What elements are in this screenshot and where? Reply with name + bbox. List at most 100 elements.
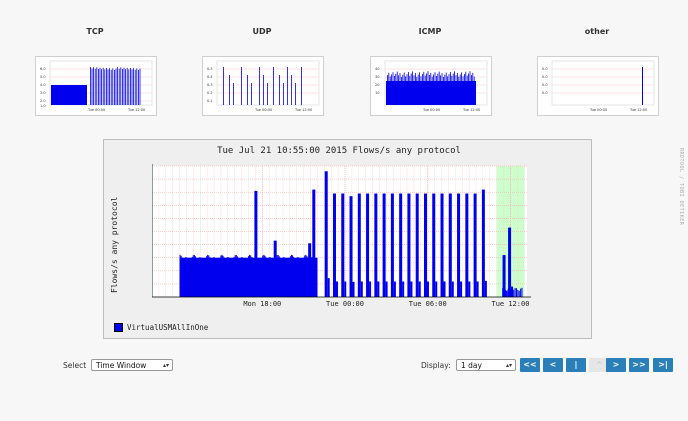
thumbnail-spike	[433, 74, 434, 105]
area-sample	[517, 289, 519, 297]
thumbnail-spike	[233, 83, 234, 105]
y-tick: 30	[375, 75, 379, 79]
area-sample	[509, 287, 511, 297]
area-sample	[185, 257, 187, 297]
nav-fast-forward-button[interactable]: >>	[629, 358, 649, 372]
thumbnail-spike	[96, 67, 98, 105]
thumbnail-spike	[444, 74, 446, 105]
area-sample	[188, 260, 190, 297]
thumbnail-spike	[391, 74, 392, 105]
data-spike-tail	[315, 280, 318, 297]
area-sample	[305, 254, 307, 297]
legend: VirtualUSMAllInOne	[114, 323, 208, 332]
area-sample	[282, 257, 284, 297]
thumbnail-spike	[112, 68, 114, 105]
area-sample	[214, 258, 216, 297]
y-tick: 0.2	[207, 91, 213, 95]
thumbnail-spike	[301, 67, 302, 105]
thumbnail-udp[interactable]: 0.5 0.4 0.3 0.2 0.1 Tue 00:00 Tue 12:00	[202, 56, 324, 116]
area-sample	[507, 288, 509, 297]
thumbnail-spike	[259, 67, 260, 105]
area-sample	[231, 260, 233, 297]
thumbnail-spike	[389, 76, 391, 105]
y-tick: 3.0	[40, 91, 46, 95]
y-tick: 0.3	[207, 83, 213, 87]
y-axis-label: Flows/s any protocol	[110, 196, 119, 294]
area-sample	[290, 254, 292, 297]
area-sample	[222, 255, 224, 297]
thumbnail-udp-chart: 0.5 0.4 0.3 0.2 0.1 Tue 00:00 Tue 12:00	[207, 60, 320, 112]
thumbnail-spike	[106, 68, 107, 105]
area-sample	[206, 256, 208, 297]
y-tick: 0.5	[207, 67, 213, 71]
data-spike	[366, 193, 370, 297]
display-range-select[interactable]: 1 day ▴▾	[456, 359, 516, 371]
y-tick: 10	[375, 91, 379, 95]
x-tick-label: Tue 06:00	[409, 300, 447, 308]
data-spike	[312, 189, 316, 297]
thumbnail-spike	[427, 71, 429, 105]
nav-zoom-out-button[interactable]: ^	[589, 358, 609, 372]
data-spike	[457, 193, 461, 297]
time-window-select[interactable]: Time Window ▴▾	[91, 359, 173, 371]
data-spike	[341, 193, 345, 297]
x-tick: Tue 12:00	[629, 108, 647, 112]
thumbnail-spike	[93, 67, 94, 105]
area-sample	[250, 255, 252, 297]
nav-now-button[interactable]: |	[566, 358, 586, 372]
main-graph[interactable]: Tue Jul 21 10:55:00 2015 Flows/s any pro…	[103, 139, 684, 339]
area-sample	[196, 257, 198, 297]
thumbnail-spike	[104, 69, 106, 105]
area-sample	[225, 257, 227, 297]
data-spike	[508, 227, 512, 297]
area-sample	[202, 260, 204, 297]
nav-prev-button[interactable]: <	[543, 358, 563, 372]
thumbnail-spike	[394, 76, 395, 105]
thumbnail-spike	[464, 74, 465, 105]
area-sample	[284, 257, 286, 297]
thumbnail-spike	[403, 72, 405, 105]
area-sample	[180, 255, 182, 297]
thumbnail-spike	[229, 75, 230, 105]
thumbnail-spike	[396, 71, 398, 105]
area-sample	[199, 257, 201, 297]
area-sample	[272, 260, 274, 297]
protocol-label-other: other	[584, 27, 610, 36]
area-sample	[218, 259, 220, 297]
thumbnail-spike	[295, 83, 296, 105]
area-sample	[270, 257, 272, 297]
area-sample	[193, 255, 195, 297]
data-spike	[390, 193, 394, 297]
main-graph-title: Tue Jul 21 10:55:00 2015 Flows/s any pro…	[217, 146, 461, 156]
thumbnail-spike	[94, 68, 96, 105]
area-sample	[266, 258, 268, 297]
data-spike-tail	[426, 281, 429, 297]
area-sample	[246, 258, 248, 297]
thumbnail-spike	[436, 76, 437, 105]
thumbnail-spike	[223, 67, 224, 105]
thumbnail-other[interactable]: 0.0 0.0 0.0 0.0 Tue 00:00 Tue 12:00	[537, 56, 659, 116]
area-sample	[249, 254, 251, 297]
data-spike	[415, 193, 419, 297]
y-tick: 0.0	[542, 75, 548, 79]
nav-last-button[interactable]: >|	[653, 358, 673, 372]
chevron-updown-icon: ▴▾	[162, 362, 169, 369]
nav-first-button[interactable]: <<	[520, 358, 540, 372]
data-spike	[374, 193, 378, 297]
data-spike	[481, 189, 485, 297]
thumbnail-tcp[interactable]: 6.0 5.0 4.0 3.0 2.0 1.0 Tue 00:00 Tue 12…	[35, 56, 157, 116]
y-tick: 40	[375, 67, 379, 71]
nav-next-button[interactable]: >	[606, 358, 626, 372]
thumbnail-icmp[interactable]: 40 30 20 10 Tue 00:00 Tue 12:00	[370, 56, 492, 116]
area-sample	[245, 260, 247, 297]
area-sample	[265, 257, 267, 297]
data-spike-tail	[443, 281, 446, 297]
thumbnail-spike	[139, 68, 141, 105]
area-sample	[227, 257, 228, 297]
thumbnail-spike	[91, 68, 93, 105]
thumbnail-spike	[133, 68, 134, 105]
area-sample	[247, 256, 249, 297]
thumbnail-spike	[118, 68, 120, 105]
thumbnail-spike	[408, 72, 409, 105]
